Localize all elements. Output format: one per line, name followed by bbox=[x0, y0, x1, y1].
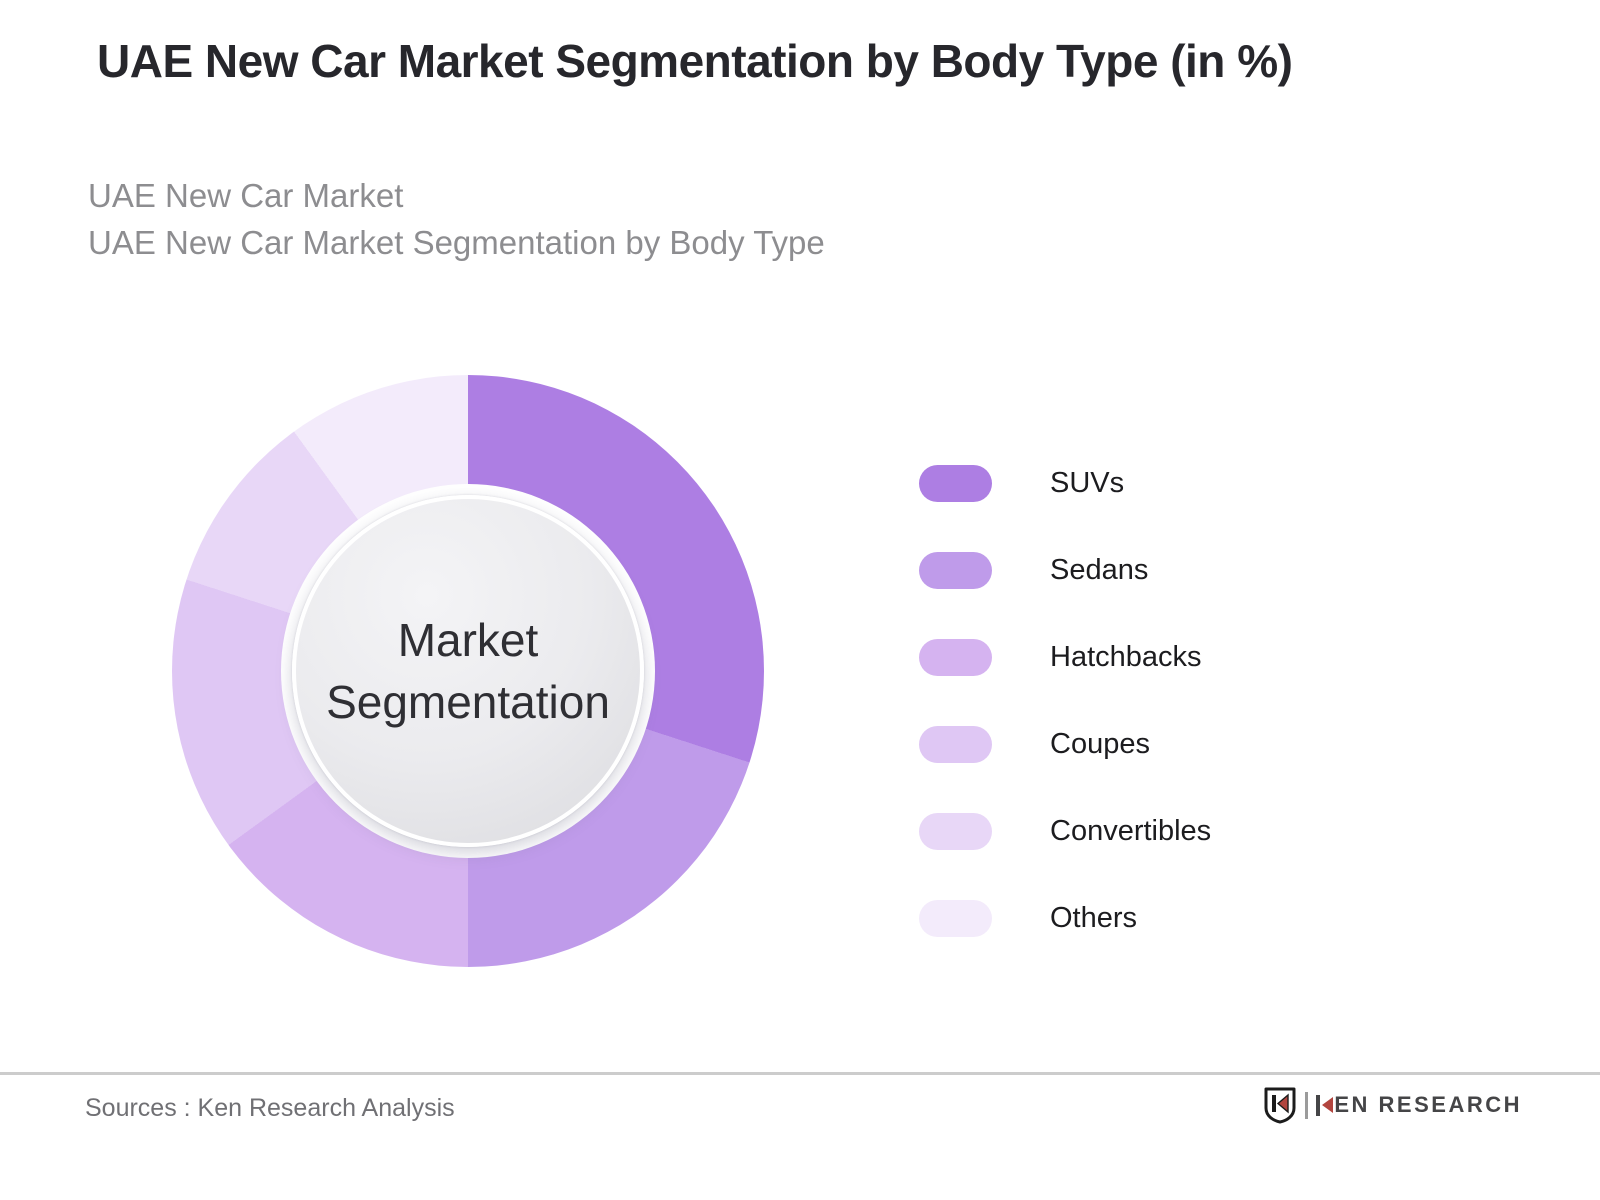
legend-label: Convertibles bbox=[1050, 815, 1212, 847]
legend-label: SUVs bbox=[1050, 467, 1125, 499]
legend-label: Others bbox=[1050, 902, 1138, 934]
legend-label: Coupes bbox=[1050, 728, 1150, 760]
logo-separator-bar bbox=[1305, 1091, 1309, 1119]
subtitle-line-1: UAE New Car Market bbox=[88, 177, 404, 214]
source-text: Sources : Ken Research Analysis bbox=[85, 1094, 455, 1122]
legend-swatch bbox=[919, 552, 992, 589]
legend-swatch bbox=[919, 465, 992, 502]
legend-item-hatchbacks: Hatchbacks bbox=[919, 639, 1211, 676]
ken-research-shield-icon bbox=[1262, 1086, 1298, 1124]
chart-legend: SUVs Sedans Hatchbacks Coupes Convertibl… bbox=[919, 465, 1211, 937]
legend-swatch bbox=[919, 813, 992, 850]
legend-item-others: Others bbox=[919, 900, 1211, 937]
legend-swatch bbox=[919, 639, 992, 676]
donut-center-circle: Market Segmentation bbox=[292, 495, 644, 847]
page-title: UAE New Car Market Segmentation by Body … bbox=[97, 35, 1293, 87]
legend-label: Sedans bbox=[1050, 554, 1149, 586]
center-label-line-2: Segmentation bbox=[326, 676, 610, 728]
center-label-line-1: Market bbox=[397, 614, 539, 666]
ken-research-logo: EN RESEARCH bbox=[1262, 1086, 1522, 1124]
legend-swatch bbox=[919, 900, 992, 937]
legend-item-convertibles: Convertibles bbox=[919, 813, 1211, 850]
subtitle-line-2: UAE New Car Market Segmentation by Body … bbox=[88, 224, 825, 261]
donut-chart: Market Segmentation bbox=[172, 375, 764, 967]
brand-wordmark-text: EN RESEARCH bbox=[1334, 1092, 1522, 1117]
brand-k-mark bbox=[1316, 1094, 1334, 1116]
donut-center-label: Market Segmentation bbox=[326, 609, 610, 733]
legend-item-coupes: Coupes bbox=[919, 726, 1211, 763]
legend-item-suvs: SUVs bbox=[919, 465, 1211, 502]
subtitle-block: UAE New Car Market UAE New Car Market Se… bbox=[88, 172, 825, 266]
legend-swatch bbox=[919, 726, 992, 763]
footer-divider bbox=[0, 1072, 1600, 1075]
brand-wordmark: EN RESEARCH bbox=[1316, 1092, 1522, 1118]
legend-label: Hatchbacks bbox=[1050, 641, 1202, 673]
donut-hole: Market Segmentation bbox=[281, 484, 655, 858]
legend-item-sedans: Sedans bbox=[919, 552, 1211, 589]
